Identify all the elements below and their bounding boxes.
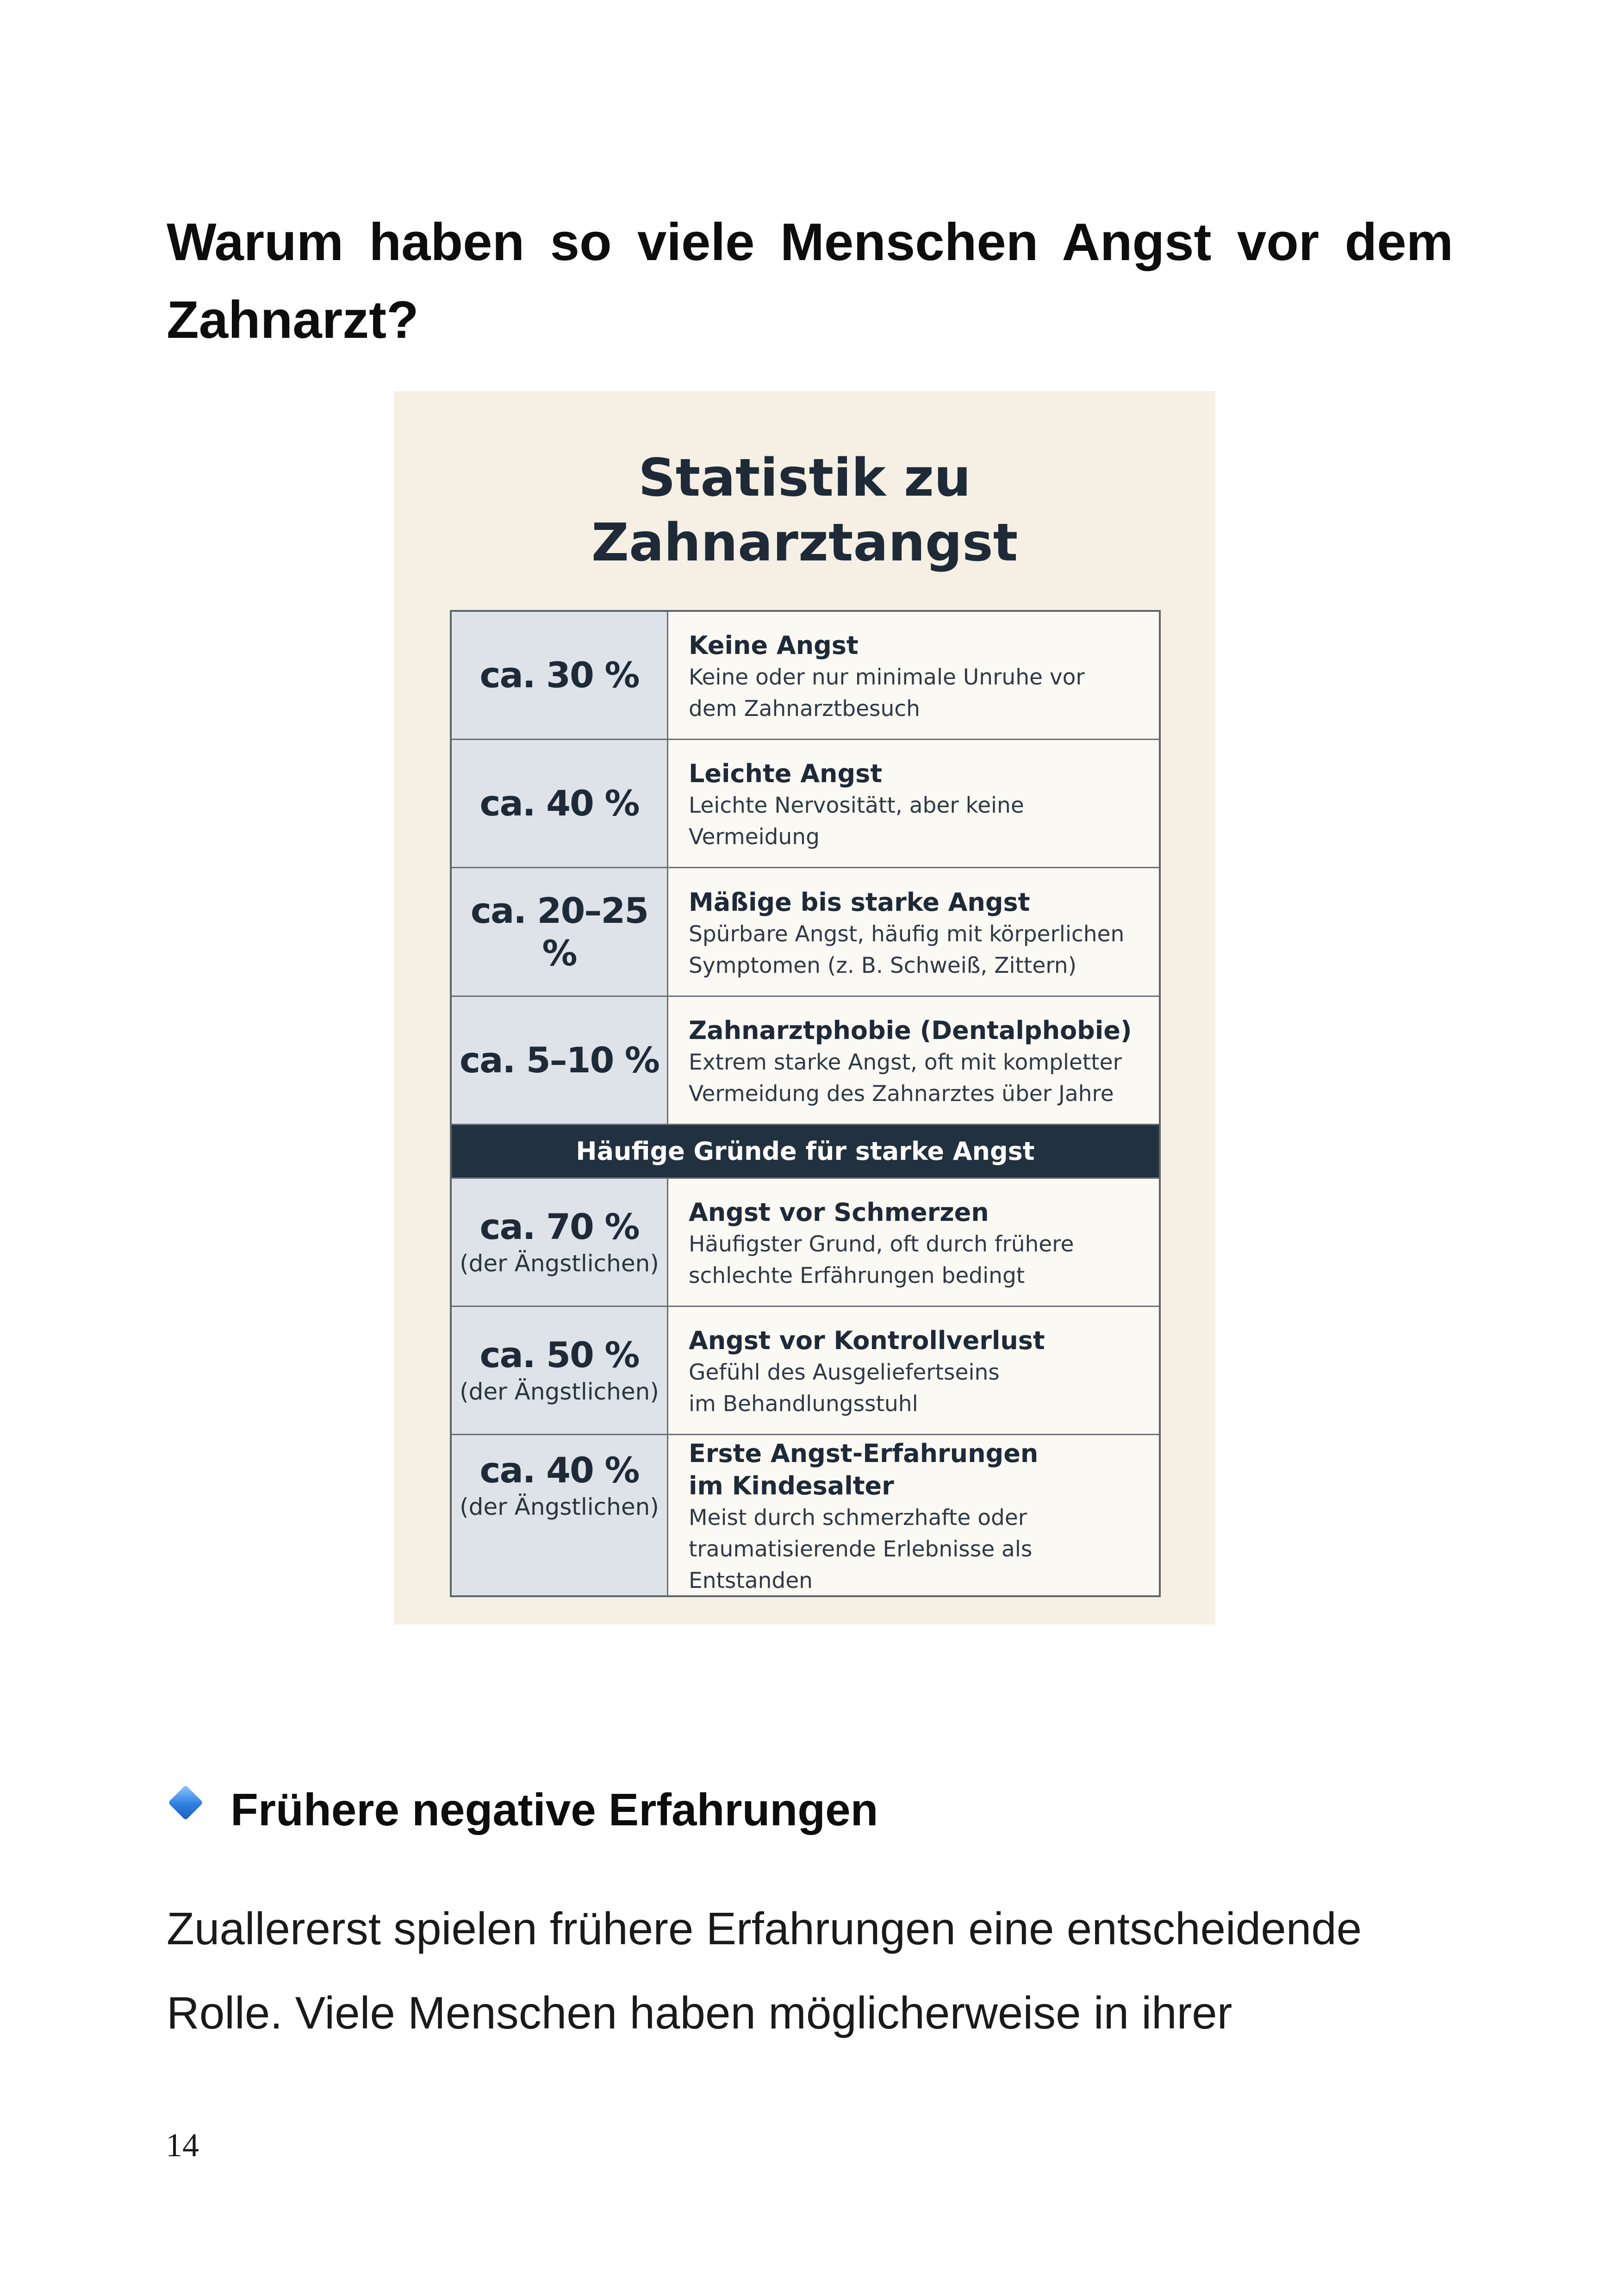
stat-percent: ca. 40 % [479,783,640,824]
table-row: ca. 70 % (der Ängstlichen) Angst vor Sch… [452,1179,1159,1307]
statistics-infographic: Statistik zu Zahnarztangst ca. 30 % Kein… [394,391,1215,1624]
section-heading: Frühere negative Erfahrungen [167,1782,878,1837]
body-line: Zuallererst spielen frühere Erfahrungen … [167,1903,1362,1954]
stat-value-cell: ca. 70 % (der Ängstlichen) [452,1179,668,1306]
stat-value-cell: ca. 40 % [452,740,668,867]
table-row: ca. 40 % Leichte Angst Leichte Nervositä… [452,740,1159,868]
page-number: 14 [166,2127,199,2164]
stat-description-line: schlechte Erfährungen bedingt [689,1263,1025,1288]
stat-description-line: Keine oder nur minimale Unruhe vor [689,665,1085,690]
stat-heading: Keine Angst [689,631,859,660]
section-heading-text: Frühere negative Erfahrungen [230,1784,878,1835]
stat-percent: ca. 50 % [479,1334,640,1375]
table-row: ca. 20–25 % Mäßige bis starke Angst Spür… [452,868,1159,997]
stat-note: (der Ängstlichen) [460,1378,659,1405]
stat-description-line: Symptomen (z. B. Schweiß, Zittern) [689,952,1077,978]
stat-description: Meist durch schmerzhafte oder traumatisi… [689,1502,1150,1597]
body-paragraph: Zuallererst spielen frühere Erfahrungen … [167,1886,1453,2055]
stat-description: Keine oder nur minimale Unruhe vor dem Z… [689,662,1150,725]
infographic-title-line1: Statistik zu [638,448,971,508]
stat-description-cell: Zahnarztphobie (Dentalphobie) Extrem sta… [668,997,1159,1124]
table-row: ca. 40 % (der Ängstlichen) Erste Angst-E… [452,1435,1159,1595]
stat-note: (der Ängstlichen) [460,1493,659,1520]
stat-note: (der Ängstlichen) [460,1250,659,1277]
stat-heading-line: Erste Angst-Erfahrungen [689,1439,1039,1468]
stat-value-cell: ca. 20–25 % [452,868,668,996]
stat-description: Häufigster Grund, oft durch frühere schl… [689,1229,1150,1292]
stat-percent: ca. 40 % [479,1450,640,1491]
stat-description: Leichte Nervositätt, aber keine Vermeidu… [689,790,1150,853]
stat-description-line: Vermeidung des Zahnarztes über Jahre [689,1081,1114,1107]
stat-value-cell: ca. 40 % (der Ängstlichen) [452,1435,668,1595]
stat-description-line: Spürbare Angst, häufig mit körperlichen [689,921,1125,947]
stat-description-line: Gefühl des Ausgeliefertseins [689,1360,1000,1385]
stat-description-line: Leichte Nervositätt, aber keine [689,793,1024,818]
stat-description-cell: Mäßige bis starke Angst Spürbare Angst, … [668,868,1159,996]
stat-percent: ca. 70 % [479,1206,640,1247]
stat-description-line: Häufigster Grund, oft durch frühere [689,1232,1074,1257]
page-title: Warum haben so viele Menschen Angst vor … [167,213,1453,349]
stat-heading: Angst vor Kontrollverlust [689,1326,1045,1355]
body-line: Rolle. Viele Menschen haben möglicherwei… [167,1987,1232,2038]
infographic-title-line2: Zahnarztangst [591,513,1018,573]
blue-diamond-icon [168,1785,204,1821]
stat-percent: ca. 5–10 % [460,1039,660,1081]
table-row: ca. 30 % Keine Angst Keine oder nur mini… [452,612,1159,740]
table-row: ca. 5–10 % Zahnarztphobie (Dentalphobie)… [452,997,1159,1125]
statistics-table: ca. 30 % Keine Angst Keine oder nur mini… [450,610,1161,1597]
stat-description-cell: Keine Angst Keine oder nur minimale Unru… [668,612,1159,739]
stat-heading-line: im Kindesalter [689,1471,894,1500]
stat-description-line: dem Zahnarztbesuch [689,696,920,722]
stat-description-line: Meist durch schmerzhafte oder [689,1505,1027,1531]
stat-heading: Mäßige bis starke Angst [689,887,1030,917]
infographic-title: Statistik zu Zahnarztangst [394,446,1215,575]
stat-heading: Angst vor Schmerzen [689,1198,989,1227]
stat-value-cell: ca. 50 % (der Ängstlichen) [452,1307,668,1434]
stat-description-cell: Angst vor Schmerzen Häufigster Grund, of… [668,1179,1159,1306]
stat-description-line: Extrem starke Angst, oft mit kompletter [689,1050,1122,1075]
stat-percent: ca. 30 % [479,654,640,696]
stat-value-cell: ca. 5–10 % [452,997,668,1124]
stat-description-cell: Angst vor Kontrollverlust Gefühl des Aus… [668,1307,1159,1434]
stat-description: Extrem starke Angst, oft mit kompletter … [689,1047,1150,1110]
section-band: Häufige Gründe für starke Angst [452,1125,1159,1179]
stat-percent: ca. 20–25 % [470,890,649,974]
stat-heading: Leichte Angst [689,759,883,788]
stat-description-cell: Leichte Angst Leichte Nervositätt, aber … [668,740,1159,867]
stat-description: Gefühl des Ausgeliefertseins im Behandlu… [689,1357,1150,1420]
stat-value-cell: ca. 30 % [452,612,668,739]
stat-heading: Erste Angst-Erfahrungen im Kindesalter [689,1437,1150,1502]
stat-description-line: Vermeidung [689,824,820,850]
stat-description-cell: Erste Angst-Erfahrungen im Kindesalter M… [668,1435,1159,1595]
stat-heading: Zahnarztphobie (Dentalphobie) [689,1016,1132,1045]
stat-description: Spürbare Angst, häufig mit körperlichen … [689,919,1150,982]
table-row: ca. 50 % (der Ängstlichen) Angst vor Kon… [452,1307,1159,1435]
stat-description-line: traumatisierende Erlebnisse als Entstand… [689,1537,1033,1593]
stat-description-line: im Behandlungsstuhl [689,1391,918,1417]
